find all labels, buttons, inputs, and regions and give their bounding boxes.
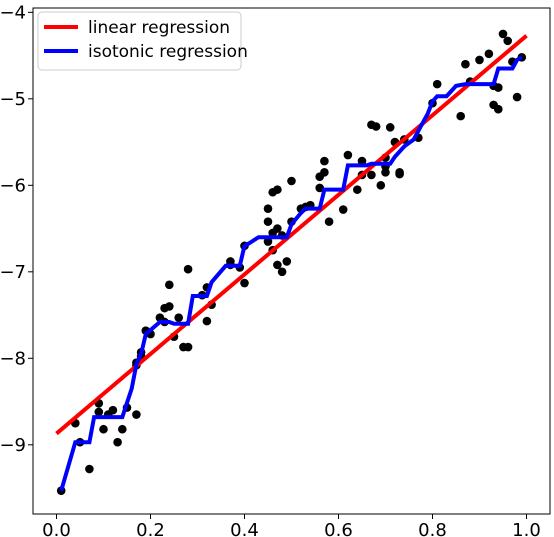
scatter-point	[503, 36, 512, 46]
scatter-point	[113, 437, 122, 447]
y-tick-label: −5	[0, 89, 26, 110]
scatter-point	[273, 224, 282, 233]
scatter-point	[432, 79, 442, 89]
scatter-point	[263, 237, 273, 246]
axes-frame	[32, 7, 551, 515]
scatter-point	[494, 83, 503, 92]
x-tick-label: 1.0	[512, 520, 541, 537]
scatter-point	[376, 181, 386, 190]
scatter-point	[273, 185, 282, 194]
scatter-point	[263, 204, 273, 213]
scatter-point	[108, 405, 118, 415]
x-tick-label: 0.8	[418, 520, 447, 537]
scatter-point	[287, 176, 296, 186]
scatter-point	[183, 342, 193, 352]
scatter-point	[165, 280, 174, 290]
scatter-point	[273, 260, 282, 270]
scatter-point	[315, 183, 325, 193]
scatter-point	[85, 464, 94, 474]
y-tick-label: −7	[0, 262, 26, 283]
scatter-point	[484, 49, 494, 59]
y-tick-label: −6	[0, 175, 26, 196]
scatter-point	[320, 156, 329, 166]
scatter-point	[353, 185, 362, 194]
scatter-point	[324, 217, 334, 226]
scatter-point	[475, 55, 484, 65]
scatter-point	[174, 313, 183, 322]
scatter-point	[263, 217, 273, 226]
legend-label-linear: linear regression	[88, 18, 230, 38]
y-tick-label: −9	[0, 435, 26, 456]
scatter-point	[343, 150, 353, 160]
scatter-point	[461, 59, 470, 69]
x-tick-label: 0.4	[230, 520, 259, 537]
scatter-point	[132, 410, 141, 419]
scatter-point	[94, 407, 104, 417]
scatter-point	[498, 29, 508, 39]
isotonic-regression-line	[59, 55, 523, 492]
y-tick-label: −8	[0, 348, 26, 369]
legend: linear regression isotonic regression	[37, 11, 248, 71]
scatter-point	[118, 424, 127, 434]
legend-label-isotonic: isotonic regression	[88, 42, 248, 62]
scatter-point	[371, 122, 381, 131]
scatter-point	[494, 104, 503, 114]
scatter-point	[183, 264, 193, 274]
scatter-point	[512, 92, 522, 102]
x-tick-label: 0.2	[136, 520, 165, 537]
x-tick-label: 0.0	[42, 520, 71, 537]
scatter-point	[240, 278, 249, 288]
scatter-point	[456, 111, 466, 121]
scatter-point	[165, 302, 174, 311]
scatter-point	[395, 169, 404, 179]
scatter-point	[277, 267, 287, 277]
scatter-point	[320, 168, 329, 177]
scatter-point	[338, 205, 348, 214]
scatter-point	[282, 257, 292, 266]
x-tick-label: 0.6	[324, 520, 353, 537]
scatter-point	[99, 424, 108, 434]
scatter-point	[381, 168, 390, 177]
scatter-point	[357, 156, 367, 166]
scatter-point	[367, 170, 376, 180]
scatter-point	[385, 123, 395, 132]
plot-area	[55, 29, 528, 495]
scatter-point	[202, 316, 212, 326]
axis-ticks: 0.0 0.2 0.4 0.6 0.8 1.0 −9 −8 −7 −6 −5 −4	[0, 2, 541, 537]
y-tick-label: −4	[0, 2, 26, 23]
legend-box	[37, 11, 242, 71]
